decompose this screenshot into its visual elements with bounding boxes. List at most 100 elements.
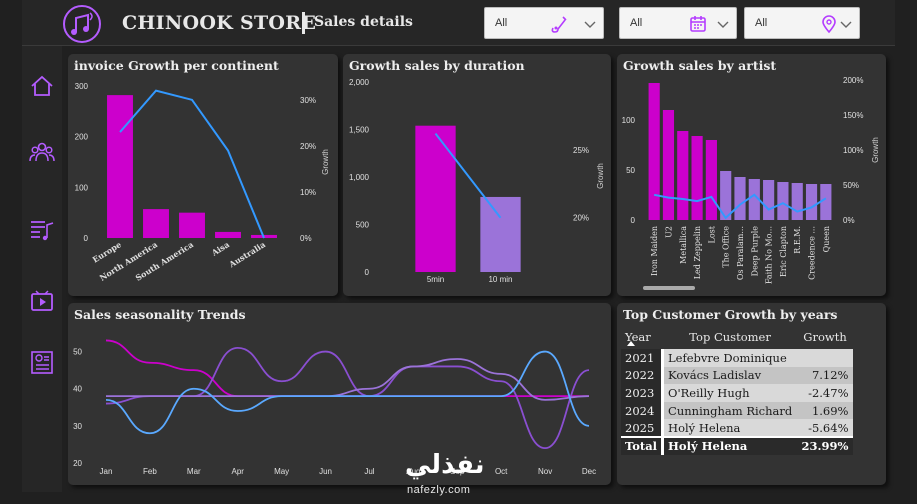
y2-tick-label: 100% xyxy=(843,146,863,155)
x-tick-label: Apr xyxy=(232,467,245,476)
y2-tick-label: 30% xyxy=(300,96,316,105)
video-icon[interactable] xyxy=(28,288,56,316)
y-tick-label: 100 xyxy=(75,183,89,192)
customers-icon[interactable] xyxy=(28,138,56,166)
x-tick-label: Iron Maiden xyxy=(650,226,659,276)
customer-panel-title: Top Customer Growth by years xyxy=(623,307,838,322)
total-growth: 23.99% xyxy=(797,435,853,455)
calendar-icon xyxy=(690,16,706,32)
country-slicer[interactable]: All xyxy=(744,7,860,39)
top-customer-panel: Top Customer Growth by years Year Top Cu… xyxy=(617,303,886,485)
y2-tick-label: 25% xyxy=(573,146,589,155)
store-title: CHINOOK STORE xyxy=(122,12,317,34)
guitar-icon xyxy=(551,16,567,33)
growth-line xyxy=(119,89,265,239)
artist-growth-chart: 0 50 100 Iron Maiden U2 Metallica Led Zeppelin… xyxy=(622,76,880,284)
x-tick-label: 5min xyxy=(427,275,444,284)
bar xyxy=(143,209,169,238)
home-icon[interactable] xyxy=(28,72,56,100)
chevron-down-icon xyxy=(584,21,596,28)
customer-cell: O'Reilly Hugh xyxy=(662,384,798,402)
bar xyxy=(763,180,775,220)
series-line xyxy=(105,350,590,435)
watermark: نفذلي nafezly.com xyxy=(405,450,485,496)
y-tick-label: 30 xyxy=(73,422,82,431)
header-bar: CHINOOK STORE Sales details All All All xyxy=(22,0,895,46)
x-tick-label: 10 min xyxy=(488,275,512,284)
y-tick-label: 50 xyxy=(73,348,82,357)
playlist-icon[interactable] xyxy=(28,216,56,244)
page-title: Sales details xyxy=(314,14,413,30)
x-tick-label: U2 xyxy=(664,226,673,238)
bar xyxy=(648,83,660,220)
x-tick-label: Metallica xyxy=(679,226,688,264)
x-tick-label: Eric Clapton xyxy=(779,226,788,277)
continent-growth-panel: invoice Growth per continent 0 100 200 300 E… xyxy=(68,54,338,296)
table-row: 2021 Lefebvre Dominique xyxy=(621,349,853,367)
year-column-header[interactable]: Year xyxy=(625,330,651,344)
x-tick-label: R.E.M. xyxy=(793,226,802,254)
music-note-logo-icon xyxy=(63,5,101,43)
seasonality-panel: Sales seasonality Trends 20 30 40 50 Jan Feb M… xyxy=(68,303,611,485)
y2-axis-label: Growth xyxy=(871,137,880,163)
y2-tick-label: 10% xyxy=(300,188,316,197)
x-tick-label: Australia xyxy=(226,239,267,270)
bar xyxy=(677,131,689,220)
table-row: 2022 Kovács Ladislav 7.12% xyxy=(621,366,853,385)
growth-column-header[interactable]: Growth xyxy=(803,330,847,344)
bar xyxy=(691,136,703,220)
x-tick-label: Lost xyxy=(707,225,716,243)
y-tick-label: 0 xyxy=(84,234,89,243)
y2-tick-label: 20% xyxy=(300,142,316,151)
x-tick-label: Aisa xyxy=(209,239,231,258)
artist-growth-panel: Growth sales by artist 0 50 100 Iron Maiden… xyxy=(617,54,886,296)
x-tick-label: Nov xyxy=(538,467,552,476)
table-row: 2023 O'Reilly Hugh -2.47% xyxy=(621,384,853,402)
y-tick-label: 1,500 xyxy=(349,126,370,135)
y-tick-label: 0 xyxy=(365,268,370,277)
y-tick-label: 100 xyxy=(622,116,636,125)
year-cell: 2023 xyxy=(621,384,665,402)
bar xyxy=(791,183,803,220)
series-line xyxy=(105,339,589,398)
genre-slicer[interactable]: All xyxy=(484,7,604,39)
x-tick-label: Led Zeppelin xyxy=(693,226,702,279)
bar xyxy=(662,110,675,220)
bar xyxy=(805,184,818,220)
chevron-down-icon xyxy=(840,21,852,28)
x-tick-label: Deep Purple xyxy=(750,226,759,277)
customer-cell: Lefebvre Dominique xyxy=(662,349,798,367)
series-line xyxy=(106,358,590,401)
customer-cell: Cunningham Richard xyxy=(662,401,798,420)
bar xyxy=(820,184,832,220)
title-separator xyxy=(302,12,305,34)
bar xyxy=(720,171,732,220)
bar xyxy=(415,125,456,272)
x-tick-label: Aug xyxy=(406,467,420,476)
artist-chart-scrollbar[interactable] xyxy=(643,286,695,290)
table-row: 2025 Holý Helena -5.64% xyxy=(621,419,853,437)
continent-panel-title: invoice Growth per continent xyxy=(74,58,279,73)
x-tick-label: Oct xyxy=(495,467,508,476)
x-tick-label: Feb xyxy=(143,467,157,476)
year-cell: 2025 xyxy=(621,419,665,437)
bar xyxy=(777,182,789,220)
x-tick-label: May xyxy=(274,467,289,476)
year-slicer[interactable]: All xyxy=(619,7,737,39)
growth-cell: 7.12% xyxy=(797,366,853,385)
x-tick-label: Mar xyxy=(187,467,201,476)
customer-column-header[interactable]: Top Customer xyxy=(689,330,771,344)
x-tick-label: Jul xyxy=(364,467,374,476)
bar xyxy=(179,212,205,238)
x-tick-label: Creedence ... xyxy=(808,226,817,280)
y-tick-label: 2,000 xyxy=(349,78,370,87)
year-slicer-value: All xyxy=(630,17,643,29)
y2-tick-label: 20% xyxy=(573,214,589,223)
report-icon[interactable] xyxy=(28,348,56,376)
bar xyxy=(480,196,521,272)
duration-panel-title: Growth sales by duration xyxy=(349,58,525,73)
sort-ascending-icon[interactable] xyxy=(627,341,635,346)
bar xyxy=(107,95,133,238)
